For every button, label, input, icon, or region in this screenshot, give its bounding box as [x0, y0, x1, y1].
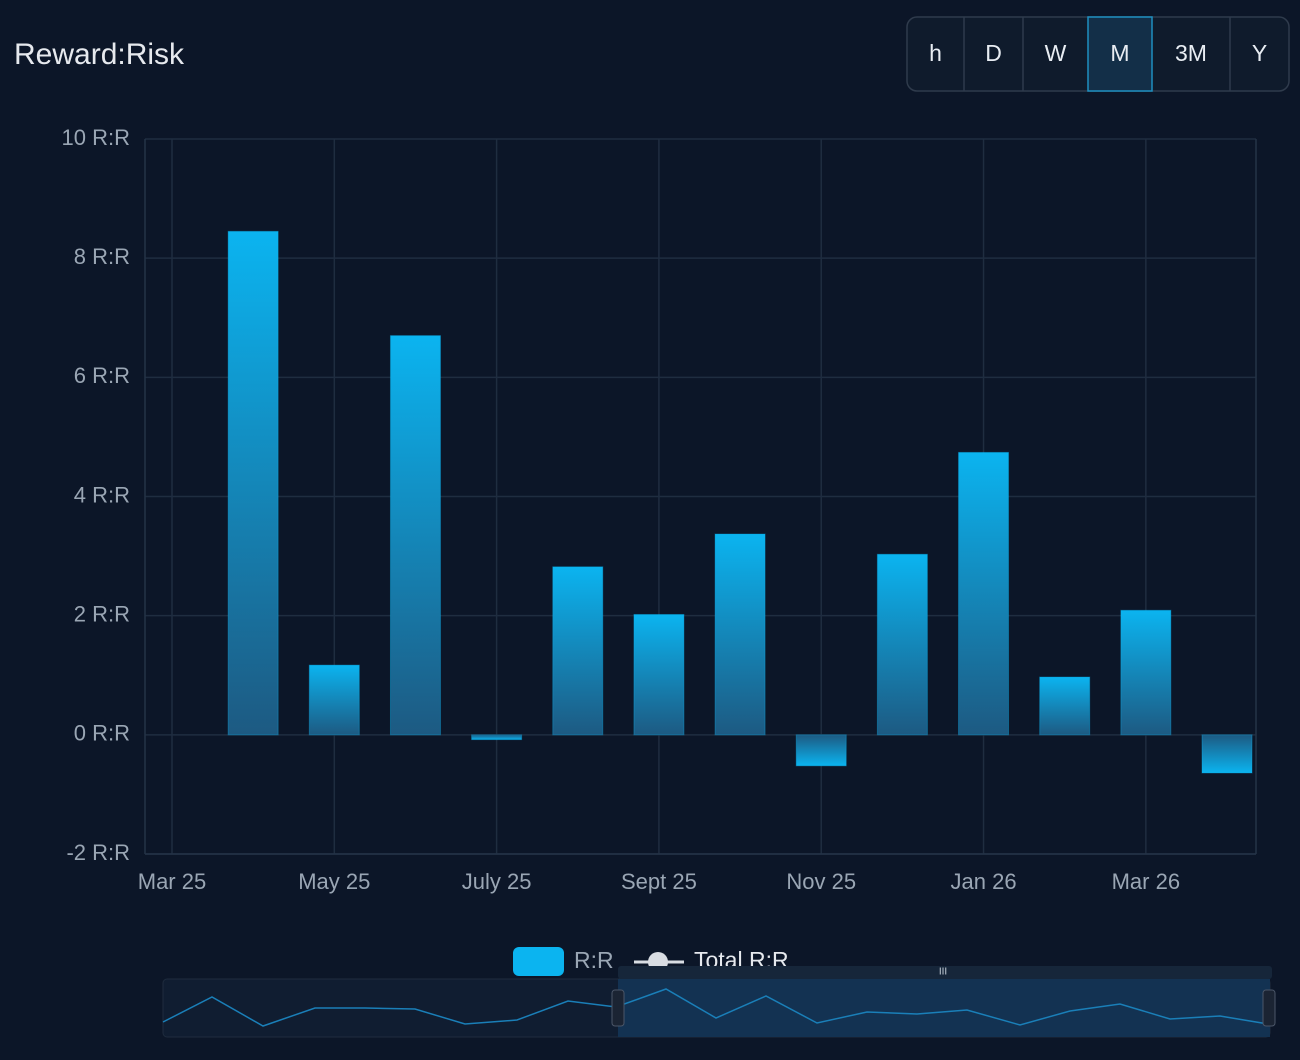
bar: [714, 533, 766, 736]
navigator-line: [162, 988, 1269, 1027]
navigator-handle[interactable]: [1262, 989, 1276, 1027]
navigator-scrollbar[interactable]: [618, 966, 1272, 979]
bar: [227, 230, 279, 736]
bar: [471, 734, 523, 741]
y-tick-label: 6 R:R: [74, 363, 130, 388]
button-active-bg: [1087, 16, 1153, 92]
bar: [308, 664, 360, 736]
bar: [1120, 609, 1172, 736]
y-tick-label: 0 R:R: [74, 721, 130, 746]
x-tick-label: Jan 26: [951, 869, 1017, 894]
bar: [876, 553, 928, 736]
range-button[interactable]: h: [929, 40, 942, 66]
bar: [633, 613, 685, 736]
range-button[interactable]: 3M: [1175, 40, 1207, 66]
y-tick-label: 8 R:R: [74, 244, 130, 269]
bar: [389, 335, 441, 736]
navigator-handle[interactable]: [611, 989, 625, 1027]
bar: [1201, 734, 1253, 774]
navigator: III: [162, 966, 1276, 1038]
x-tick-label: Nov 25: [786, 869, 856, 894]
scrollbar-grip: III: [939, 967, 947, 978]
range-button[interactable]: W: [1045, 40, 1067, 66]
range-button[interactable]: M: [1110, 40, 1129, 66]
navigator-selection[interactable]: [618, 979, 1270, 1037]
chart-title: Reward:Risk: [14, 38, 185, 71]
x-tick-label: Mar 25: [138, 869, 206, 894]
range-button[interactable]: D: [985, 40, 1002, 66]
range-selector: h D W M 3M Y: [906, 16, 1290, 92]
bar: [795, 734, 847, 767]
bar: [1039, 676, 1091, 736]
legend-swatch: [513, 947, 564, 976]
y-tick-label: -2 R:R: [66, 840, 130, 865]
range-button[interactable]: Y: [1252, 40, 1267, 66]
x-tick-label: Sept 25: [621, 869, 697, 894]
x-tick-label: May 25: [298, 869, 370, 894]
y-tick-label: 10 R:R: [62, 125, 130, 150]
legend-label[interactable]: R:R: [574, 947, 614, 973]
y-tick-label: 2 R:R: [74, 601, 130, 626]
x-tick-label: Mar 26: [1112, 869, 1180, 894]
plot-area: -2 R:R 0 R:R 2 R:R 4 R:R 6 R:R 8 R:R 10 R:R Mar…: [62, 125, 1257, 894]
y-tick-label: 4 R:R: [74, 482, 130, 507]
x-tick-label: July 25: [462, 869, 532, 894]
bar: [958, 451, 1010, 736]
bar: [552, 566, 604, 736]
